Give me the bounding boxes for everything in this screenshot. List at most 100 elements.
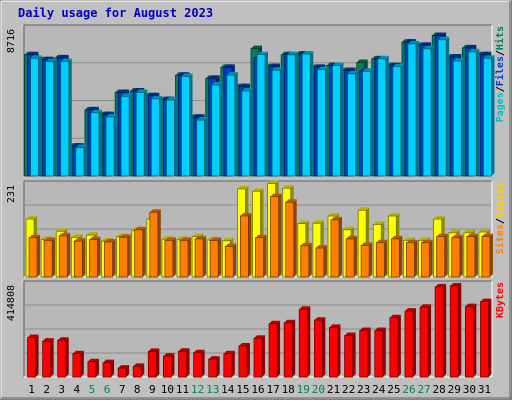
x-tick-day-29: 29 (448, 383, 461, 396)
bar-pages-day-16 (256, 51, 268, 177)
bar-side (338, 216, 342, 277)
bar-pages-day-17 (271, 67, 284, 177)
y-series-label: KBytes (495, 282, 506, 318)
bar-side (382, 327, 386, 377)
bar-top (377, 55, 389, 59)
bar-front (347, 73, 356, 177)
x-tick-day-15: 15 (236, 383, 249, 396)
bar-top (329, 324, 341, 328)
bar-top (106, 113, 118, 117)
bar-front (315, 247, 325, 278)
bar-top (192, 233, 204, 237)
bar-side (278, 193, 282, 277)
bar-side (307, 306, 311, 377)
bar-top (237, 185, 249, 189)
bar-front (377, 58, 387, 177)
bar-sites-day-6 (104, 238, 116, 278)
bar-top (406, 239, 418, 243)
bar-front (149, 211, 159, 278)
bar-front (105, 116, 115, 177)
bar-pages-day-1 (30, 55, 42, 177)
bar-side (415, 40, 419, 176)
bar-sites-day-21 (330, 216, 342, 278)
bar-top (302, 50, 314, 54)
bar-side (248, 213, 252, 277)
bar-top (269, 63, 281, 67)
bar-side (65, 337, 69, 377)
bar-front (392, 66, 402, 177)
bar-front (332, 65, 341, 177)
bar-pages-day-21 (332, 62, 344, 177)
bar-sites-day-17 (270, 193, 282, 278)
bar-front (389, 317, 399, 378)
bar-top (300, 242, 312, 246)
bar-top (436, 233, 448, 237)
bar-front (178, 350, 187, 378)
bar-top (56, 228, 68, 232)
bar-front (87, 361, 97, 378)
bar-top (225, 243, 237, 247)
x-tick-day-31: 31 (478, 383, 491, 396)
bar-pages-day-3 (60, 58, 72, 177)
bar-side (67, 232, 71, 277)
bar-top (223, 64, 235, 68)
bar-front (451, 237, 461, 278)
bar-top (178, 348, 190, 352)
bar-side (263, 234, 267, 277)
bar-kbytes-day-20 (313, 317, 326, 378)
bar-kbytes-day-17 (268, 320, 281, 378)
bar-sites-day-1 (28, 234, 41, 278)
bar-front (57, 339, 67, 378)
bar-pages-day-23 (362, 68, 374, 177)
bar-side (159, 95, 163, 176)
bar-sites-day-3 (58, 232, 71, 278)
bar-front (359, 330, 369, 378)
bar-top (463, 229, 475, 233)
bar-pages-day-12 (196, 117, 208, 177)
bar-kbytes-day-1 (27, 334, 39, 378)
bar-pages-day-7 (120, 93, 133, 177)
bar-front (60, 61, 70, 177)
bar-top (193, 349, 205, 353)
x-tick-day-8: 8 (134, 383, 141, 396)
bar-sites-day-5 (89, 236, 101, 278)
bar-side (473, 303, 477, 377)
bar-side (308, 242, 312, 277)
bar-pages-day-15 (241, 87, 253, 177)
bar-side (431, 45, 435, 177)
bar-pages-day-9 (150, 95, 163, 177)
bar-side (204, 117, 208, 176)
bar-front (132, 365, 142, 378)
x-tick-day-7: 7 (119, 383, 126, 396)
bar-side (37, 234, 41, 277)
bar-side (52, 237, 56, 277)
bar-top (282, 185, 294, 189)
bar-front (166, 99, 175, 177)
bar-top (356, 59, 368, 63)
bar-side (459, 234, 463, 277)
bar-top (151, 95, 163, 99)
bar-kbytes-day-8 (132, 363, 145, 378)
y-series-label-sites: Sites (494, 224, 506, 254)
bar-front (345, 238, 355, 278)
bar-front (179, 240, 189, 278)
bar-front (407, 43, 417, 177)
bar-side (231, 350, 235, 377)
bar-front (193, 352, 203, 378)
bar-top (163, 353, 175, 357)
bar-front (226, 74, 236, 177)
bar-top (252, 188, 264, 192)
bar-side (414, 239, 418, 277)
bar-side (53, 58, 57, 176)
x-tick-day-24: 24 (372, 383, 386, 396)
bar-front (117, 367, 127, 378)
bar-side (144, 89, 148, 176)
bar-front (268, 323, 278, 378)
x-tick-day-23: 23 (357, 383, 370, 396)
bar-front (58, 235, 68, 278)
bar-front (437, 39, 447, 177)
bar-front (464, 306, 474, 378)
bar-front (150, 98, 160, 177)
x-tick-day-14: 14 (221, 383, 235, 396)
bar-top (287, 51, 299, 55)
